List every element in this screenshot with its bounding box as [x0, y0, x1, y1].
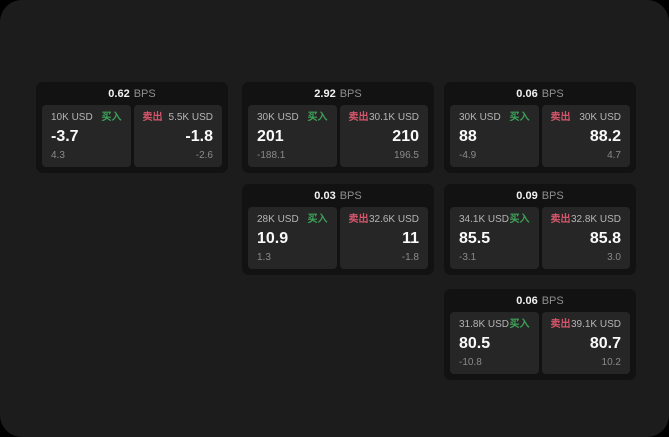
sell-delta: 3.0 — [607, 252, 621, 263]
sell-amount: 30.1K USD — [368, 112, 419, 123]
buy-amount: 30K USD — [257, 112, 299, 123]
buy-price: 201 — [257, 128, 284, 145]
bps-header: 2.92 BPS — [242, 82, 434, 105]
sell-tag: 卖出 — [550, 319, 571, 330]
quote-card[interactable]: 0.06 BPS 30K USD 买入 88 -4.9 卖出 30K USD — [444, 82, 636, 173]
bps-header: 0.03 BPS — [242, 184, 434, 207]
bps-header: 0.09 BPS — [444, 184, 636, 207]
sell-tag: 卖出 — [142, 112, 163, 123]
bps-unit-label: BPS — [541, 294, 564, 307]
bps-value: 0.06 — [516, 294, 538, 307]
buy-tag: 买入 — [509, 319, 530, 330]
bps-unit-label: BPS — [339, 87, 362, 100]
buy-price: 85.5 — [459, 230, 491, 247]
buy-panel[interactable]: 31.8K USD 买入 80.5 -10.8 — [450, 312, 539, 374]
bps-header: 0.06 BPS — [444, 289, 636, 312]
sell-amount: 30K USD — [579, 112, 621, 123]
sell-amount: 32.8K USD — [570, 214, 621, 225]
sell-price: 85.8 — [589, 230, 621, 247]
sell-panel[interactable]: 卖出 30.1K USD 210 196.5 — [339, 105, 428, 167]
bps-value: 0.09 — [516, 189, 538, 202]
bps-value: 2.92 — [314, 87, 336, 100]
sell-tag: 卖出 — [550, 112, 571, 123]
buy-price: 88 — [459, 128, 477, 145]
buy-panel[interactable]: 28K USD 买入 10.9 1.3 — [248, 207, 337, 269]
sell-price: 80.7 — [589, 335, 621, 352]
sell-tag: 卖出 — [348, 112, 369, 123]
buy-tag: 买入 — [101, 112, 122, 123]
buy-panel[interactable]: 10K USD 买入 -3.7 4.3 — [42, 105, 131, 167]
sell-amount: 5.5K USD — [168, 112, 213, 123]
sell-amount: 32.6K USD — [368, 214, 419, 225]
sell-price: 210 — [392, 128, 419, 145]
bps-value: 0.62 — [108, 87, 130, 100]
buy-amount: 30K USD — [459, 112, 501, 123]
buy-amount: 34.1K USD — [459, 214, 510, 225]
buy-price: -3.7 — [51, 128, 79, 145]
sell-delta: 196.5 — [393, 150, 419, 161]
buy-price: 10.9 — [257, 230, 289, 247]
buy-tag: 买入 — [307, 112, 328, 123]
quote-card[interactable]: 0.62 BPS 10K USD 买入 -3.7 4.3 卖出 5.5K USD — [36, 82, 228, 173]
quote-card[interactable]: 0.06 BPS 31.8K USD 买入 80.5 -10.8 卖出 39.1… — [444, 289, 636, 380]
sell-panel[interactable]: 卖出 30K USD 88.2 4.7 — [541, 105, 630, 167]
bps-unit-label: BPS — [541, 87, 564, 100]
sell-price: 11 — [402, 230, 419, 247]
buy-delta: 1.3 — [257, 252, 271, 263]
buy-amount: 28K USD — [257, 214, 299, 225]
quote-card[interactable]: 0.03 BPS 28K USD 买入 10.9 1.3 卖出 32.6K US… — [242, 184, 434, 275]
sell-panel[interactable]: 卖出 32.6K USD 11 -1.8 — [339, 207, 428, 269]
buy-delta: -4.9 — [459, 150, 477, 161]
sell-price: 88.2 — [589, 128, 621, 145]
bps-unit-label: BPS — [541, 189, 564, 202]
buy-delta: -188.1 — [257, 150, 286, 161]
bps-header: 0.06 BPS — [444, 82, 636, 105]
sell-delta: -2.6 — [195, 150, 213, 161]
buy-panel[interactable]: 34.1K USD 买入 85.5 -3.1 — [450, 207, 539, 269]
sell-amount: 39.1K USD — [570, 319, 621, 330]
sell-price: -1.8 — [185, 128, 213, 145]
buy-panel[interactable]: 30K USD 买入 201 -188.1 — [248, 105, 337, 167]
buy-delta: -10.8 — [459, 357, 482, 368]
bps-unit-label: BPS — [339, 189, 362, 202]
buy-amount: 10K USD — [51, 112, 93, 123]
sell-delta: -1.8 — [401, 252, 419, 263]
buy-panel[interactable]: 30K USD 买入 88 -4.9 — [450, 105, 539, 167]
sell-tag: 卖出 — [348, 214, 369, 225]
quote-card[interactable]: 0.09 BPS 34.1K USD 买入 85.5 -3.1 卖出 32.8K… — [444, 184, 636, 275]
buy-amount: 31.8K USD — [459, 319, 510, 330]
buy-tag: 买入 — [509, 112, 530, 123]
buy-delta: 4.3 — [51, 150, 65, 161]
sell-panel[interactable]: 卖出 39.1K USD 80.7 10.2 — [541, 312, 630, 374]
bps-value: 0.03 — [314, 189, 336, 202]
bps-unit-label: BPS — [133, 87, 156, 100]
sell-panel[interactable]: 卖出 5.5K USD -1.8 -2.6 — [133, 105, 222, 167]
quote-card[interactable]: 2.92 BPS 30K USD 买入 201 -188.1 卖出 30.1K … — [242, 82, 434, 173]
sell-panel[interactable]: 卖出 32.8K USD 85.8 3.0 — [541, 207, 630, 269]
sell-tag: 卖出 — [550, 214, 571, 225]
bps-header: 0.62 BPS — [36, 82, 228, 105]
sell-delta: 10.2 — [601, 357, 621, 368]
buy-tag: 买入 — [509, 214, 530, 225]
sell-delta: 4.7 — [607, 150, 621, 161]
buy-tag: 买入 — [307, 214, 328, 225]
buy-price: 80.5 — [459, 335, 491, 352]
bps-value: 0.06 — [516, 87, 538, 100]
buy-delta: -3.1 — [459, 252, 477, 263]
